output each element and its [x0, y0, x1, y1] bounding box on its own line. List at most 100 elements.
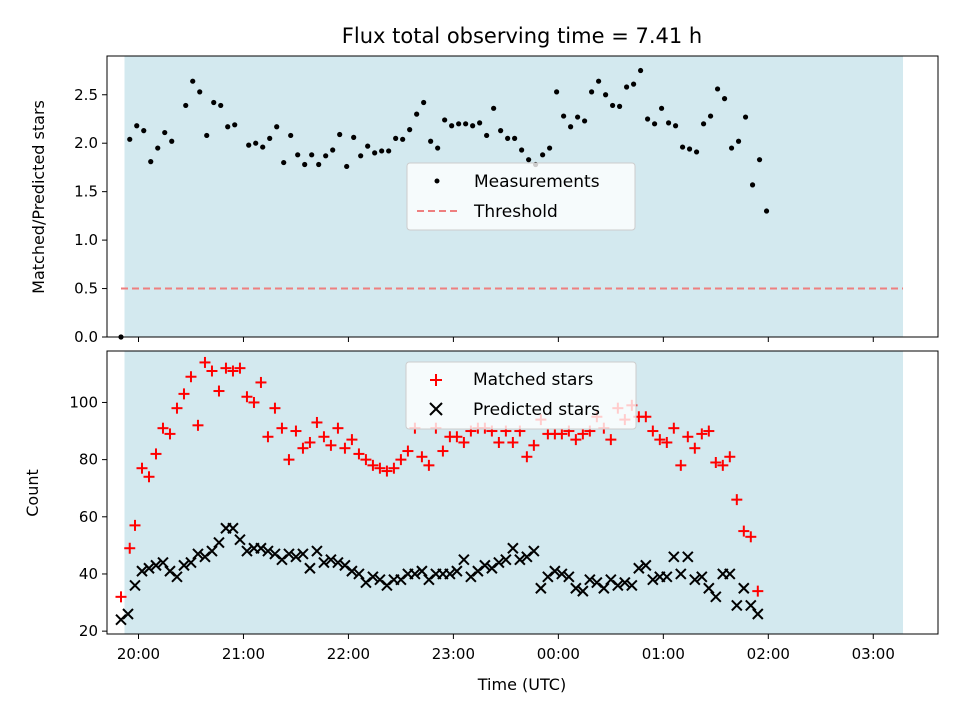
- top-panel: 0.0 0.5 1.0 1.5 2.0 2.5 Flux total observing …: [29, 24, 939, 346]
- predicted-star-point: [178, 559, 190, 572]
- matched-star-point: [710, 456, 722, 468]
- measurement-point: [623, 84, 630, 90]
- matched-star-point: [276, 422, 288, 434]
- measurement-point: [274, 124, 280, 130]
- measurement-point: [616, 103, 623, 109]
- top-y-tick-label: 1.5: [74, 183, 98, 201]
- legend-measurements-label: Measurements: [474, 172, 600, 192]
- predicted-star-point: [409, 568, 421, 580]
- legend-measurements-marker: [434, 178, 440, 184]
- matched-star-point: [703, 425, 715, 437]
- bottom-y-tick-label: 60: [79, 508, 98, 526]
- measurement-point: [253, 140, 259, 146]
- measurement-point: [127, 136, 133, 142]
- predicted-star-point: [619, 576, 631, 589]
- measurement-point: [554, 89, 560, 95]
- matched-star-point: [381, 465, 393, 477]
- predicted-star-point: [297, 548, 309, 560]
- matched-star-point: [493, 436, 505, 448]
- matched-star-point: [395, 454, 407, 466]
- predicted-star-point: [451, 565, 463, 577]
- predicted-star-point: [458, 553, 470, 566]
- predicted-star-point: [150, 559, 162, 572]
- matched-star-point: [248, 396, 260, 408]
- top-y-tick-label: 1.0: [74, 231, 98, 249]
- bottom-y-tick-label: 20: [79, 622, 98, 640]
- matched-star-point: [388, 462, 400, 474]
- bottom-y-tick-label: 80: [79, 451, 98, 469]
- matched-star-point: [325, 439, 337, 451]
- measurement-point: [449, 123, 455, 129]
- measurement-point: [218, 102, 224, 109]
- measurement-point: [714, 86, 721, 92]
- matched-star-point: [290, 425, 302, 437]
- predicted-star-point: [647, 573, 659, 586]
- x-axis-label: Time (UTC): [477, 675, 566, 694]
- matched-star-point: [717, 459, 729, 471]
- measurement-point: [225, 124, 231, 130]
- matched-star-point: [129, 519, 141, 531]
- measurement-point: [665, 120, 672, 126]
- measurement-point: [763, 208, 770, 214]
- top-axes-frame: [106, 55, 939, 338]
- measurement-point: [288, 132, 294, 139]
- legend-threshold-label: Threshold: [473, 202, 558, 222]
- measurement-point: [365, 143, 371, 149]
- measurement-point: [295, 152, 301, 158]
- predicted-star-point: [514, 553, 526, 566]
- bottom-y-tick-label: 100: [69, 393, 98, 411]
- matched-star-point: [507, 436, 519, 448]
- predicted-star-point: [682, 551, 694, 563]
- matched-star-point: [745, 531, 757, 543]
- matched-star-point: [724, 451, 736, 463]
- matched-star-point: [570, 434, 582, 446]
- predicted-star-point: [668, 551, 680, 563]
- predicted-star-point: [332, 556, 344, 569]
- matched-star-point: [157, 422, 169, 434]
- measurement-point: [372, 150, 378, 156]
- matched-star-point: [124, 542, 136, 554]
- predicted-star-point: [136, 565, 148, 577]
- matched-star-point: [696, 428, 708, 440]
- predicted-star-point: [171, 571, 183, 583]
- predicted-star-point: [234, 533, 246, 546]
- measurement-point: [686, 146, 693, 152]
- measurement-point: [470, 123, 476, 129]
- predicted-star-point: [227, 522, 239, 534]
- legend-matched-label: Matched stars: [473, 370, 593, 390]
- predicted-star-point: [724, 568, 736, 580]
- predicted-star-point: [563, 571, 575, 583]
- predicted-star-point: [192, 548, 204, 560]
- measurement-point: [330, 147, 336, 153]
- matched-star-point: [164, 428, 176, 440]
- predicted-star-point: [353, 568, 365, 580]
- matched-star-point: [220, 362, 232, 374]
- legend-predicted-label: Predicted stars: [473, 400, 600, 420]
- predicted-star-point: [710, 591, 722, 603]
- matched-star-point: [640, 411, 652, 423]
- measurement-points: [118, 67, 770, 340]
- measurement-point: [456, 121, 462, 127]
- matched-star-point: [318, 431, 330, 443]
- matched-star-point: [731, 494, 743, 506]
- predicted-star-point: [262, 545, 274, 557]
- measurement-point: [749, 182, 756, 188]
- predicted-star-point: [577, 585, 589, 597]
- matched-star-point: [752, 585, 764, 597]
- predicted-star-point: [738, 582, 750, 594]
- predicted-star-point: [556, 568, 568, 580]
- matched-star-point: [374, 462, 386, 474]
- matched-stars-points: [115, 356, 764, 603]
- predicted-star-point: [157, 556, 169, 569]
- measurement-point: [442, 117, 448, 123]
- predicted-star-point: [675, 568, 687, 580]
- predicted-star-point: [325, 553, 337, 566]
- predicted-star-point: [752, 608, 764, 620]
- matched-star-point: [521, 451, 533, 463]
- measurement-point: [344, 163, 350, 170]
- matched-star-point: [416, 451, 428, 463]
- measurement-point: [596, 78, 602, 84]
- matched-star-point: [192, 419, 204, 431]
- matched-star-point: [577, 428, 589, 440]
- x-tick-label: 21:00: [222, 645, 265, 663]
